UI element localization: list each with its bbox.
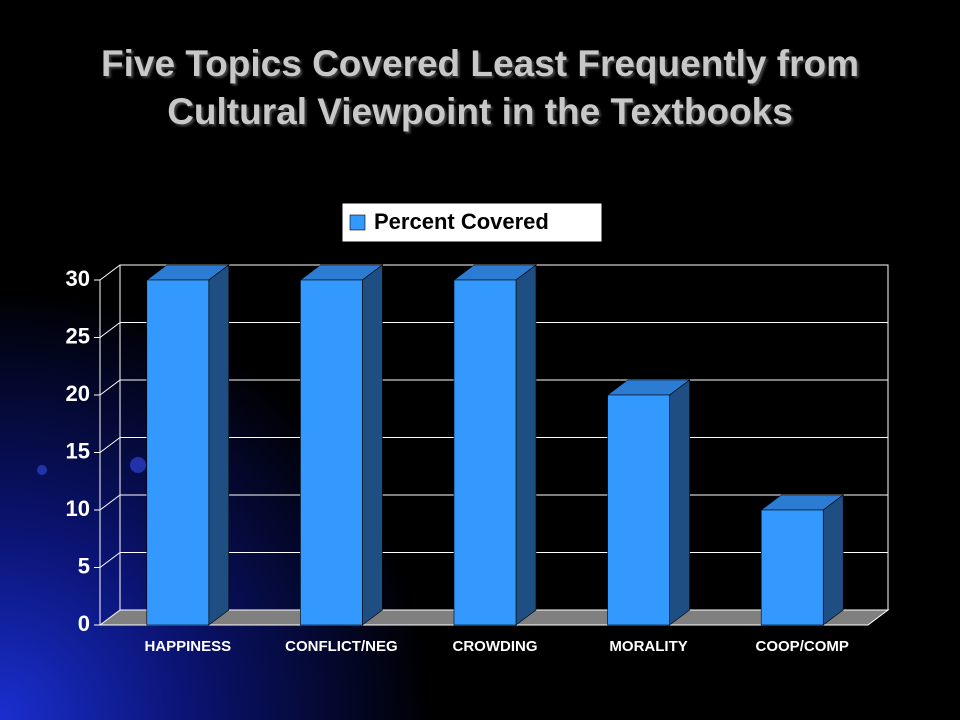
y-tick-label: 10 bbox=[66, 496, 90, 521]
decor-dot bbox=[130, 457, 146, 473]
bar bbox=[607, 394, 670, 626]
bar bbox=[760, 509, 824, 626]
bar-side bbox=[362, 264, 383, 626]
chart-title: Five Topics Covered Least Frequently fro… bbox=[101, 43, 859, 132]
grid-line bbox=[99, 437, 121, 453]
bar-side bbox=[208, 264, 230, 626]
grid-line bbox=[99, 322, 121, 338]
x-tick-label: COOP/COMP bbox=[756, 638, 849, 655]
grid-line bbox=[99, 552, 121, 568]
y-tick-label: 20 bbox=[66, 381, 90, 406]
y-tick-label: 30 bbox=[66, 266, 90, 291]
y-tick-label: 5 bbox=[78, 553, 90, 578]
bar-side bbox=[515, 264, 537, 626]
y-tick-label: 15 bbox=[66, 438, 90, 463]
legend-box bbox=[341, 202, 603, 243]
x-tick-label: CONFLICT/NEG bbox=[285, 638, 398, 655]
grid-line bbox=[99, 494, 121, 511]
bar bbox=[300, 279, 363, 626]
y-tick-label: 25 bbox=[66, 323, 90, 348]
x-tick-label: HAPPINESS bbox=[144, 638, 231, 655]
decor-dot bbox=[37, 465, 47, 475]
grid-line bbox=[99, 264, 121, 281]
y-tick-label: 0 bbox=[78, 611, 90, 636]
bar bbox=[453, 279, 517, 626]
x-tick-label: CROWDING bbox=[453, 638, 538, 655]
bar-side bbox=[822, 494, 844, 626]
legend-swatch bbox=[349, 214, 366, 231]
bar-side bbox=[669, 379, 690, 626]
legend-label: Percent Covered bbox=[374, 209, 549, 234]
x-tick-label: MORALITY bbox=[609, 638, 687, 655]
bar bbox=[146, 279, 210, 626]
grid-line bbox=[99, 379, 121, 396]
